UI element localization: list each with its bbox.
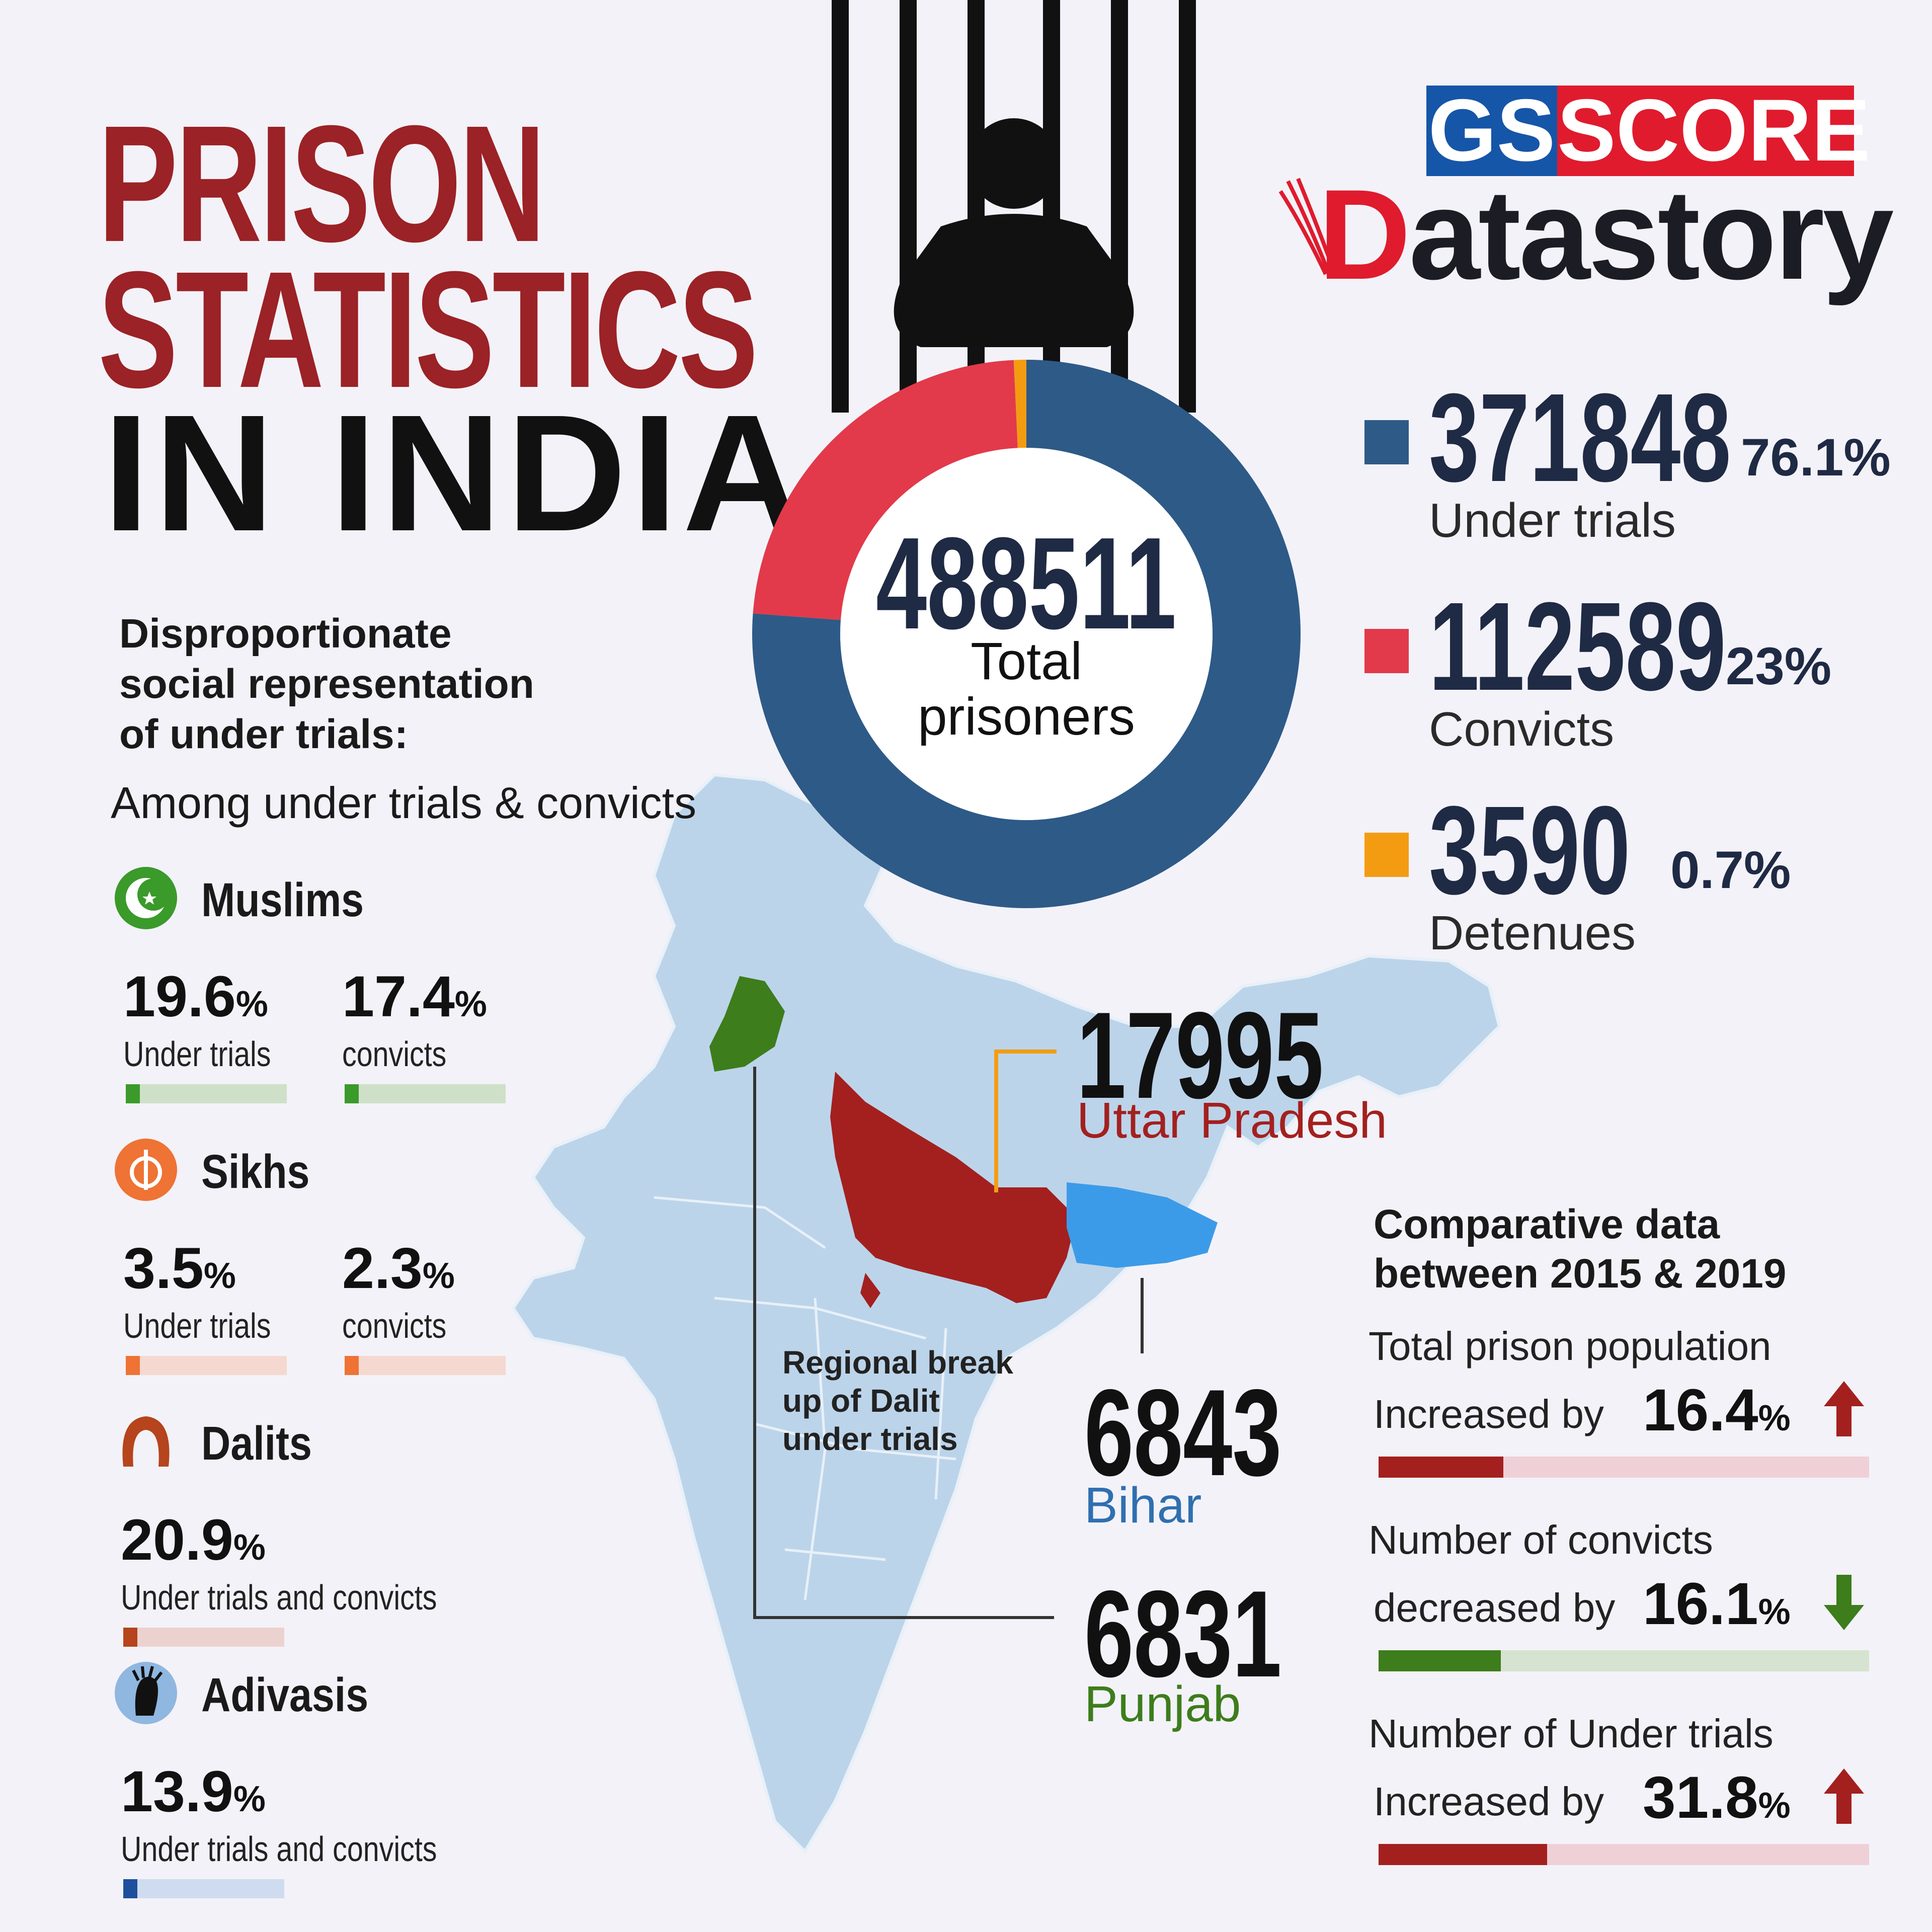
logo-datastory: Datastory — [1318, 163, 1894, 306]
punjab-number: 6831 — [1084, 1565, 1282, 1703]
comparative-prefix: Increased by — [1374, 1779, 1604, 1824]
group-stat-bar-fill — [123, 1879, 137, 1898]
up-number: 17995 — [1077, 986, 1324, 1124]
down-arrow-icon — [1824, 1575, 1864, 1630]
group-stat-bar — [126, 1356, 287, 1375]
group-name: Muslims — [201, 873, 364, 927]
bihar-region — [1067, 1182, 1218, 1268]
donut-segment-under-trials — [752, 360, 1301, 908]
bihar-number: 6843 — [1084, 1363, 1282, 1501]
group-stat-label: Under trials — [123, 1034, 271, 1074]
group-stat-value: 3.5% — [123, 1236, 236, 1301]
legend-swatch — [1364, 833, 1409, 877]
group-stat-label: Under trials — [123, 1306, 271, 1345]
group-stat-value: 19.6% — [123, 964, 268, 1029]
comparative-label: Total prison population — [1369, 1324, 1772, 1369]
comparative-value: 16.1% — [1643, 1571, 1791, 1637]
legend-number: 371848 — [1429, 367, 1731, 508]
group-stat-bar-fill — [126, 1084, 140, 1103]
title-line-2: STATISTICS — [98, 236, 758, 422]
group-stat-bar — [126, 1084, 287, 1103]
comparative-bar-fill — [1379, 1650, 1501, 1671]
comparative-label: Number of convicts — [1369, 1517, 1713, 1562]
group-stat-label: convicts — [342, 1306, 447, 1345]
legend-pct: 0.7% — [1670, 841, 1791, 900]
group-stat-bar-fill — [345, 1084, 359, 1103]
comparative-bar-fill — [1379, 1457, 1503, 1478]
comparative-heading: Comparative data between 2015 & 2019 — [1374, 1201, 1787, 1297]
dalit-icon — [122, 1416, 170, 1467]
title-line-3: IN INDIA — [103, 380, 808, 566]
book-pages-icon — [1278, 178, 1335, 275]
group-stat-label: Under trials and convicts — [121, 1578, 437, 1617]
group-stat-bar — [123, 1628, 284, 1647]
prison-bars-icon — [832, 0, 1196, 413]
punjab-name: Punjab — [1084, 1676, 1241, 1732]
comparative-value: 16.4% — [1643, 1377, 1791, 1443]
donut-segment-convicts — [753, 360, 1018, 620]
legend-number: 112589 — [1429, 576, 1726, 716]
group-stat-value: 17.4% — [342, 964, 487, 1029]
comparative-bar — [1379, 1844, 1869, 1865]
prisoners-donut-chart — [752, 360, 1301, 908]
legend-pct: 76.1% — [1741, 428, 1891, 487]
social-heading: Disproportionate social representation of … — [119, 611, 534, 757]
group-stat-label: Under trials and convicts — [121, 1829, 437, 1869]
donut-segment-detenues — [1013, 360, 1026, 448]
comparative-prefix: Increased by — [1374, 1392, 1604, 1436]
logo-score: SCORE — [1557, 82, 1871, 180]
group-stat-bar-fill — [345, 1356, 359, 1375]
up-arrow-icon — [1824, 1768, 1864, 1824]
donut-total: 488511 — [876, 511, 1177, 657]
up-arrow-icon — [1824, 1381, 1864, 1436]
legend-label: Detenues — [1429, 906, 1636, 960]
donut-label: Total prisoners — [918, 632, 1135, 746]
legend-label: Under trials — [1429, 494, 1676, 547]
group-stat-value: 2.3% — [342, 1236, 455, 1301]
group-name: Sikhs — [201, 1145, 310, 1198]
group-name: Dalits — [201, 1417, 312, 1470]
group-stat-label: convicts — [342, 1034, 447, 1074]
legend-label: Convicts — [1429, 702, 1615, 756]
legend-pct: 23% — [1726, 637, 1832, 696]
comparative-label: Number of Under trials — [1369, 1711, 1774, 1756]
regional-label: Regional break up of Dalit under trials — [782, 1344, 1013, 1457]
group-stat-bar — [345, 1084, 506, 1103]
adivasi-icon — [115, 1662, 177, 1724]
legend-swatch — [1364, 629, 1409, 673]
crescent-star-icon — [115, 867, 177, 929]
group-name: Adivasis — [201, 1668, 369, 1722]
title-line-1: PRISON — [98, 91, 545, 276]
comparative-bar — [1379, 1457, 1869, 1478]
legend-swatch — [1364, 420, 1409, 464]
group-stat-bar-fill — [123, 1628, 137, 1647]
group-stat-bar — [345, 1356, 506, 1375]
logo-gs: GS — [1426, 86, 1557, 176]
donut-center — [840, 448, 1213, 820]
comparative-prefix: decreased by — [1374, 1585, 1616, 1630]
india-map-outline — [511, 773, 1501, 1854]
comparative-bar-fill — [1379, 1844, 1547, 1865]
punjab-region — [709, 976, 785, 1072]
group-stat-bar — [123, 1879, 284, 1898]
legend-number: 3590 — [1429, 780, 1631, 920]
bihar-name: Bihar — [1084, 1477, 1202, 1534]
group-stat-value: 20.9% — [121, 1508, 266, 1572]
group-stat-bar-fill — [126, 1356, 140, 1375]
comparative-value: 31.8% — [1643, 1764, 1791, 1831]
group-stat-value: 13.9% — [121, 1759, 266, 1824]
comparative-bar — [1379, 1650, 1869, 1671]
khanda-icon — [115, 1139, 177, 1201]
social-subheading: Among under trials & convicts — [111, 778, 697, 828]
up-name: Uttar Pradesh — [1077, 1092, 1387, 1149]
